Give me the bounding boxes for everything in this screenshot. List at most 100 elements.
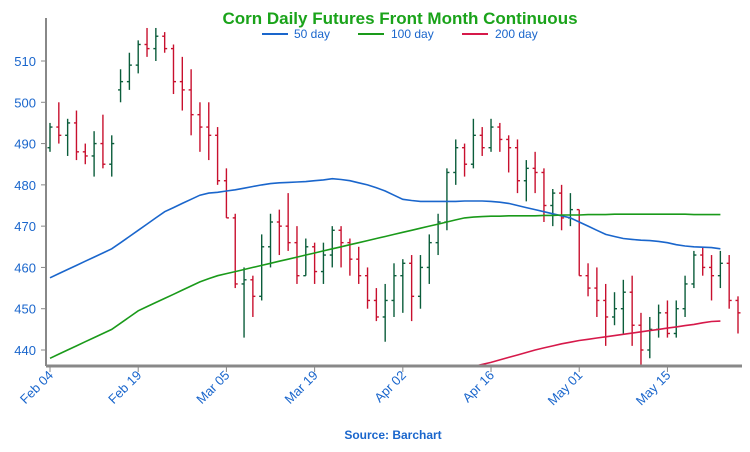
ohlc-bar bbox=[373, 288, 379, 322]
y-tick-label: 450 bbox=[14, 302, 36, 317]
ohlc-bar bbox=[65, 118, 71, 156]
ohlc-bar bbox=[100, 114, 106, 169]
ohlc-bar bbox=[135, 40, 141, 74]
ohlc-bar bbox=[179, 56, 185, 111]
ohlc-bar bbox=[223, 168, 229, 219]
ohlc-bar bbox=[470, 118, 476, 169]
y-tick-label: 510 bbox=[14, 54, 36, 69]
ohlc-bar bbox=[717, 250, 723, 289]
x-tick-label: Apr 02 bbox=[371, 368, 409, 406]
legend-label-200-day: 200 day bbox=[495, 27, 538, 41]
ohlc-bar bbox=[144, 27, 150, 57]
ohlc-bar bbox=[382, 283, 388, 342]
y-axis-ticks: 440 450 460 470 480 490 500 510 bbox=[14, 54, 46, 358]
ohlc-bar bbox=[409, 255, 415, 322]
ohlc-bar bbox=[664, 300, 670, 338]
plot-area bbox=[47, 27, 741, 365]
ohlc-bar bbox=[365, 267, 371, 309]
ohlc-bar bbox=[400, 259, 406, 313]
ohlc-bars bbox=[47, 27, 741, 365]
ohlc-bar bbox=[435, 213, 441, 256]
ohlc-bar bbox=[312, 242, 318, 284]
ohlc-bar bbox=[567, 193, 573, 227]
ohlc-bar bbox=[550, 188, 556, 227]
x-tick-label: Mar 05 bbox=[193, 368, 232, 407]
ohlc-bar bbox=[118, 69, 124, 103]
ohlc-bar bbox=[532, 151, 538, 194]
ohlc-bar bbox=[514, 139, 520, 194]
ohlc-bar bbox=[73, 110, 79, 161]
x-tick-label: Mar 19 bbox=[282, 368, 321, 407]
y-tick-label: 470 bbox=[14, 219, 36, 234]
ohlc-bar bbox=[188, 69, 194, 136]
ohlc-bar bbox=[268, 213, 274, 268]
ohlc-bar bbox=[259, 234, 265, 301]
ohlc-bar bbox=[170, 44, 176, 95]
x-tick-label: May 01 bbox=[545, 368, 586, 409]
ohlc-bar bbox=[206, 102, 212, 161]
ohlc-bar bbox=[691, 250, 697, 289]
source-note: Source: Barchart bbox=[344, 428, 441, 442]
ohlc-bar bbox=[241, 267, 247, 338]
ohlc-bar bbox=[276, 209, 282, 256]
ohlc-bar bbox=[153, 27, 159, 61]
ohlc-bar bbox=[329, 226, 335, 268]
ohlc-bar bbox=[559, 184, 565, 231]
ohlc-bar bbox=[82, 143, 88, 165]
y-tick-label: 500 bbox=[14, 95, 36, 110]
ohlc-bar bbox=[56, 102, 62, 144]
ohlc-bar bbox=[506, 135, 512, 173]
ohlc-bar bbox=[47, 122, 53, 152]
ohlc-bar bbox=[629, 275, 635, 346]
ohlc-bar bbox=[285, 193, 291, 251]
ohlc-bar bbox=[356, 246, 362, 284]
ohlc-bar bbox=[709, 255, 715, 301]
ohlc-bar bbox=[232, 213, 238, 289]
ohlc-bar bbox=[700, 246, 706, 276]
ohlc-bar bbox=[215, 127, 221, 185]
y-tick-label: 440 bbox=[14, 343, 36, 358]
ohlc-bar bbox=[303, 238, 309, 277]
ohlc-bar bbox=[462, 143, 468, 177]
ohlc-bar bbox=[109, 135, 115, 177]
ohlc-bar bbox=[735, 296, 741, 334]
ohlc-bar bbox=[320, 242, 326, 284]
ohlc-bar bbox=[523, 160, 529, 202]
ohlc-bar bbox=[479, 127, 485, 156]
ohlc-bar bbox=[497, 122, 503, 152]
ohlc-bar bbox=[417, 255, 423, 309]
ohlc-bar bbox=[576, 208, 582, 277]
chart-title: Corn Daily Futures Front Month Continuou… bbox=[222, 9, 577, 28]
ohlc-bar bbox=[488, 118, 494, 152]
ohlc-bar bbox=[91, 131, 97, 177]
ohlc-bar bbox=[638, 312, 644, 365]
ohlc-bar bbox=[603, 283, 609, 346]
y-tick-label: 460 bbox=[14, 260, 36, 275]
ohlc-bar bbox=[594, 267, 600, 317]
x-tick-label: Feb 19 bbox=[105, 368, 144, 407]
ohlc-bar bbox=[426, 234, 432, 284]
ohlc-bar bbox=[620, 279, 626, 334]
ohlc-bar bbox=[585, 263, 591, 297]
x-tick-label: May 15 bbox=[633, 368, 674, 409]
ohlc-bar bbox=[453, 139, 459, 185]
ohlc-bar bbox=[612, 292, 618, 326]
legend-label-50-day: 50 day bbox=[294, 27, 330, 41]
ohlc-bar bbox=[682, 275, 688, 317]
x-tick-label: Apr 16 bbox=[459, 368, 497, 406]
ohlc-bar bbox=[294, 226, 300, 284]
ohlc-bar bbox=[541, 168, 547, 223]
x-axis-ticks: Feb 04 Feb 19 Mar 05 Mar 19 Apr 02 Apr 16 May … bbox=[17, 366, 674, 408]
ohlc-bar bbox=[250, 275, 256, 317]
x-tick-label: Feb 04 bbox=[17, 368, 56, 407]
ohlc-bar bbox=[647, 316, 653, 359]
ohlc-bar bbox=[656, 304, 662, 338]
ohlc-bar bbox=[197, 102, 203, 152]
ohlc-bar bbox=[126, 52, 132, 90]
series-line-200-day bbox=[476, 320, 721, 365]
legend: 50 day 100 day 200 day bbox=[262, 27, 538, 41]
series-line-100-day bbox=[49, 213, 721, 360]
ohlc-bar bbox=[391, 263, 397, 317]
y-tick-label: 490 bbox=[14, 137, 36, 152]
